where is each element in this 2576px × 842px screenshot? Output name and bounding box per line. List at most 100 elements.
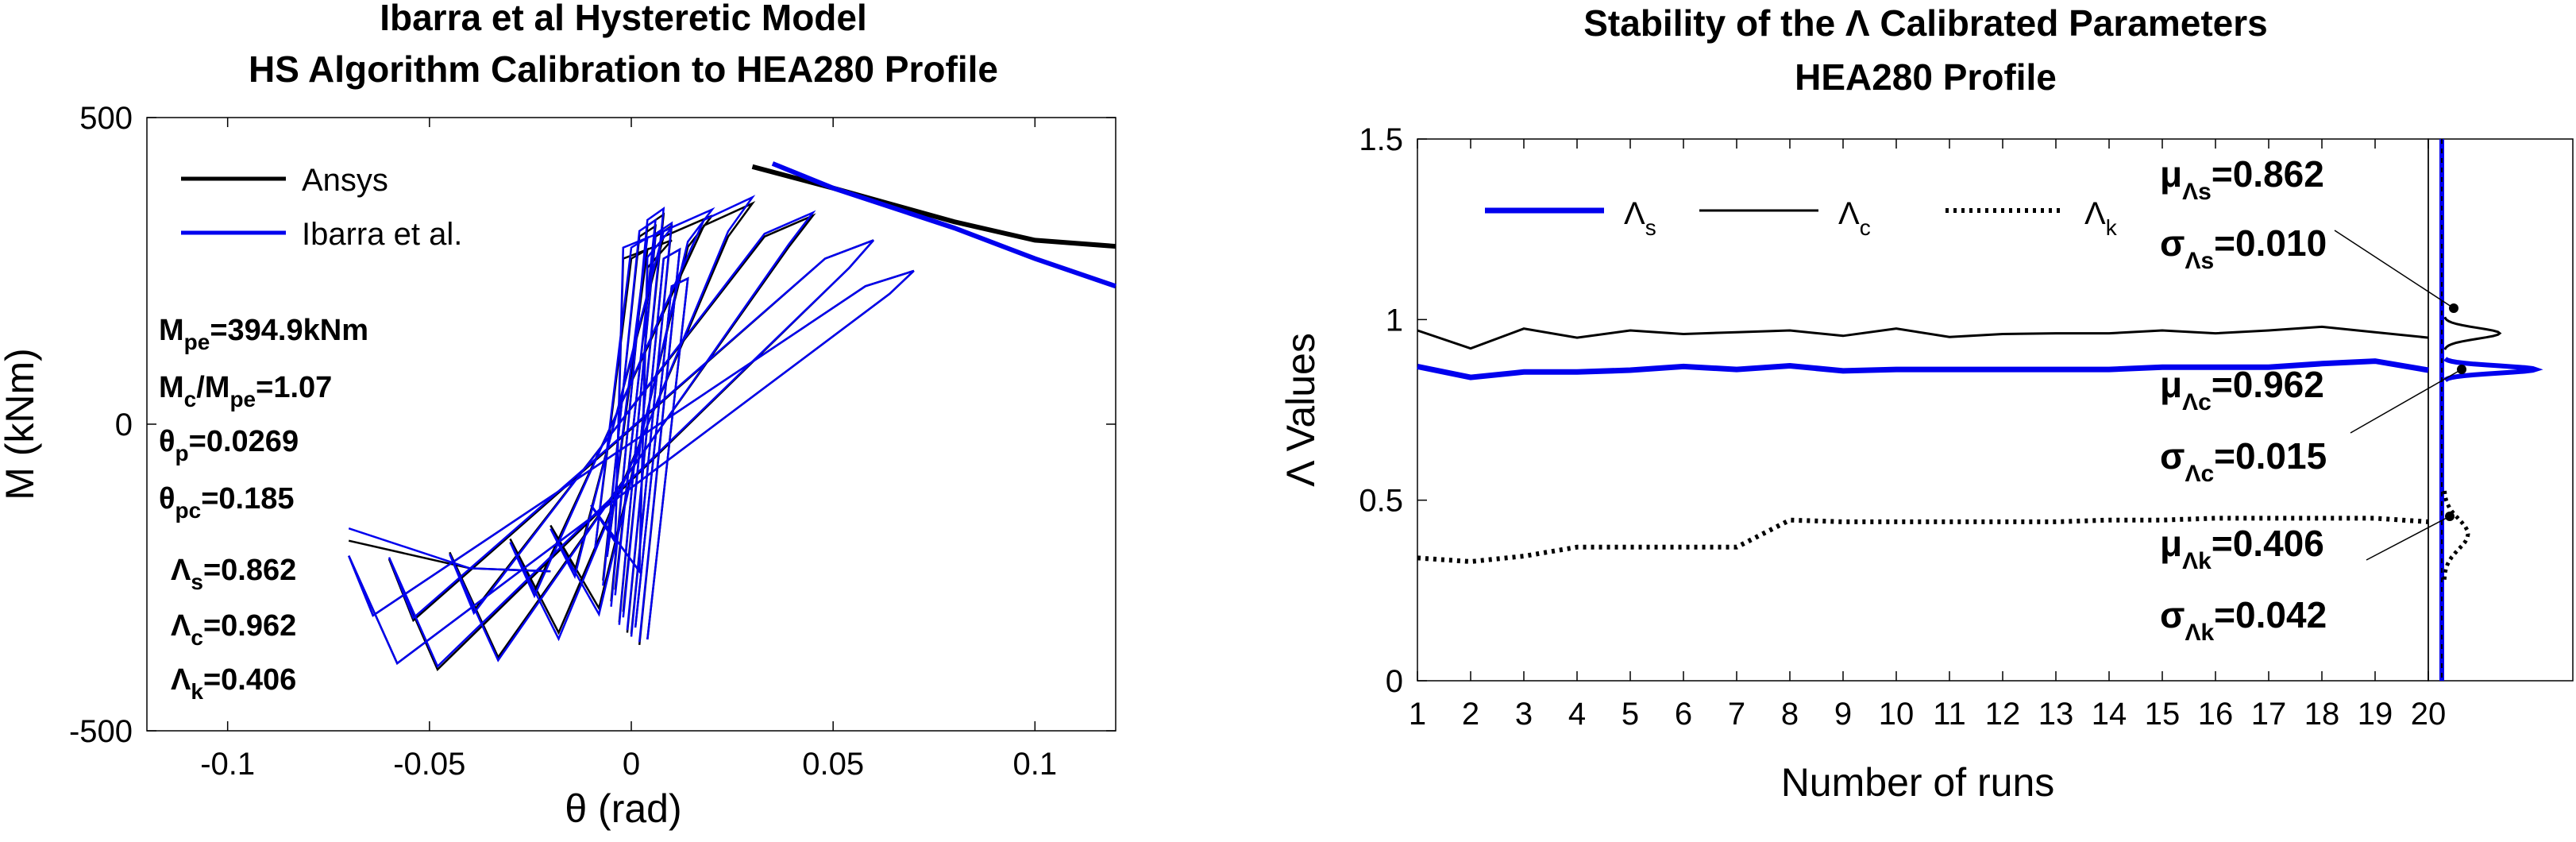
- statistic-symbol: μ: [2160, 153, 2182, 195]
- parameter-subscript: pe: [184, 330, 210, 354]
- parameter-subscript: s: [191, 570, 203, 594]
- legend-label-ansys: Ansys: [302, 163, 388, 198]
- parameter-subscript: pc: [175, 498, 202, 523]
- left-legend: Ansys Ibarra et al.: [181, 163, 462, 252]
- left-series-group: [348, 161, 1116, 671]
- right-title-line-1: Stability of the Λ Calibrated Parameters: [1583, 2, 2268, 44]
- hysteresis-inner-ibarra: [626, 247, 681, 643]
- right-series-group: [1417, 325, 2429, 565]
- statistic-value: =0.015: [2214, 435, 2327, 477]
- statistic-symbol: μ: [2160, 523, 2182, 564]
- right-x-axis-label: Number of runs: [1781, 760, 2055, 805]
- legend-symbol: Λ: [1838, 196, 1860, 231]
- legend-label-ibarra: Ibarra et al.: [302, 217, 462, 252]
- parameter-symbol: Λ: [171, 609, 191, 643]
- right-x-tick-label: 10: [1879, 697, 1915, 732]
- right-distribution-panel: [2428, 138, 2574, 682]
- statistic-annotation: σΛk=0.042: [2160, 594, 2327, 646]
- right-legend: Λs Λc Λk: [1485, 196, 2118, 240]
- left-y-axis-label: M (kNm): [0, 348, 42, 500]
- parameter-symbol: M: [159, 371, 184, 404]
- right-x-tick-label: 8: [1781, 697, 1799, 732]
- hysteresis-loop-ansys: [348, 269, 915, 666]
- statistic-value: =0.042: [2214, 594, 2327, 635]
- right-x-tick-label: 7: [1728, 697, 1745, 732]
- right-x-tick-label: 11: [1933, 697, 1966, 732]
- parameter-subscript: k: [191, 679, 203, 704]
- legend-label-lambda-k: Λk: [2084, 196, 2118, 240]
- parameter-annotation: Λk=0.406: [171, 663, 296, 704]
- statistic-pointer-line: [2366, 516, 2451, 561]
- right-x-tick-label: 2: [1462, 697, 1479, 732]
- legend-label-lambda-c: Λc: [1838, 196, 1871, 240]
- parameter-subscript: c: [191, 625, 203, 650]
- hysteresis-loop-ibarra: [348, 269, 915, 666]
- statistic-annotation: σΛc=0.015: [2160, 435, 2327, 487]
- parameter-symbol: M: [159, 314, 184, 347]
- hysteresis-loop-ibarra: [449, 210, 816, 662]
- right-x-tick-label: 12: [1985, 697, 2021, 732]
- statistic-symbol: σ: [2160, 435, 2185, 477]
- right-x-tick-label: 9: [1834, 697, 1852, 732]
- hysteresis-loop-ibarra: [388, 239, 874, 669]
- left-x-tick-label: 0: [623, 747, 640, 782]
- right-title-line-2: HEA280 Profile: [1795, 56, 2057, 98]
- parameter-annotation: Mc/Mpe=1.07: [159, 371, 332, 411]
- parameter-annotations: Mpe=394.9kNmMc/Mpe=1.07θp=0.0269θpc=0.18…: [159, 314, 368, 704]
- hysteresis-tail-ibarra: [348, 527, 551, 573]
- parameter-subscript: p: [175, 441, 189, 465]
- statistic-symbol: σ: [2160, 222, 2185, 264]
- hysteresis-loop-ibarra: [509, 195, 756, 642]
- right-x-tick-label: 15: [2145, 697, 2181, 732]
- right-y-tick-label: 0.5: [1359, 484, 1403, 519]
- left-x-tick-label: -0.05: [393, 747, 465, 782]
- statistic-symbol: σ: [2160, 594, 2185, 635]
- right-x-tick-label: 19: [2358, 697, 2393, 732]
- parameter-subscript-2: pe: [229, 387, 256, 411]
- stability-chart: Stability of the Λ Calibrated Parameters…: [1278, 2, 2574, 805]
- legend-subscript: c: [1860, 215, 1871, 240]
- right-x-tick-label: 14: [2092, 697, 2127, 732]
- parameter-symbol: Λ: [171, 554, 191, 587]
- right-x-tick-label: 17: [2251, 697, 2287, 732]
- left-y-tick-label: 500: [79, 101, 133, 136]
- left-x-tick-label: -0.1: [200, 747, 255, 782]
- right-x-tick-label: 3: [1515, 697, 1533, 732]
- left-title-line-1: Ibarra et al Hysteretic Model: [380, 0, 867, 38]
- backbone-curve-ansys: [751, 164, 1116, 249]
- right-y-tick-label: 0: [1386, 664, 1403, 699]
- statistic-annotation: σΛs=0.010: [2160, 222, 2327, 274]
- hysteresis-chart: Ibarra et al Hysteretic Model HS Algorit…: [0, 0, 1116, 831]
- parameter-annotation: Mpe=394.9kNm: [159, 314, 368, 354]
- statistic-subscript: Λk: [2182, 548, 2212, 574]
- statistic-subscript: Λs: [2185, 248, 2214, 274]
- statistic-annotation: μΛs=0.862: [2160, 153, 2324, 205]
- right-x-tick-label: 6: [1675, 697, 1692, 732]
- parameter-symbol: θ: [159, 482, 175, 516]
- parameter-mid: /M: [196, 371, 229, 404]
- parameter-value: =0.406: [203, 663, 296, 697]
- statistic-subscript: Λc: [2185, 461, 2214, 487]
- legend-symbol: Λ: [2084, 196, 2106, 231]
- statistic-annotation: μΛk=0.406: [2160, 523, 2324, 574]
- parameter-symbol: Λ: [171, 663, 191, 697]
- statistic-subscript: Λs: [2182, 179, 2212, 205]
- statistic-annotation: μΛc=0.962: [2160, 364, 2324, 415]
- right-x-tick-label: 20: [2411, 697, 2447, 732]
- right-x-tick-label: 13: [2038, 697, 2074, 732]
- left-x-tick-label: 0.05: [802, 747, 864, 782]
- hysteresis-inner-ibarra: [610, 207, 665, 618]
- parameter-value: =394.9kNm: [210, 314, 368, 347]
- left-x-axis-label: θ (rad): [565, 786, 681, 831]
- left-y-tick-label: -500: [69, 714, 133, 749]
- parameter-value: =0.185: [201, 482, 294, 516]
- left-ticks: -0.1 -0.05 0 0.05 0.1 -500 0 500: [69, 101, 1116, 782]
- statistic-value: =0.862: [2212, 153, 2324, 195]
- parameter-annotation: Λs=0.862: [171, 554, 296, 594]
- right-x-tick-label: 18: [2304, 697, 2340, 732]
- legend-symbol: Λ: [1624, 196, 1645, 231]
- parameter-subscript: c: [184, 387, 197, 411]
- parameter-annotation: θp=0.0269: [159, 425, 299, 465]
- right-distribution-curves: [2439, 139, 2543, 681]
